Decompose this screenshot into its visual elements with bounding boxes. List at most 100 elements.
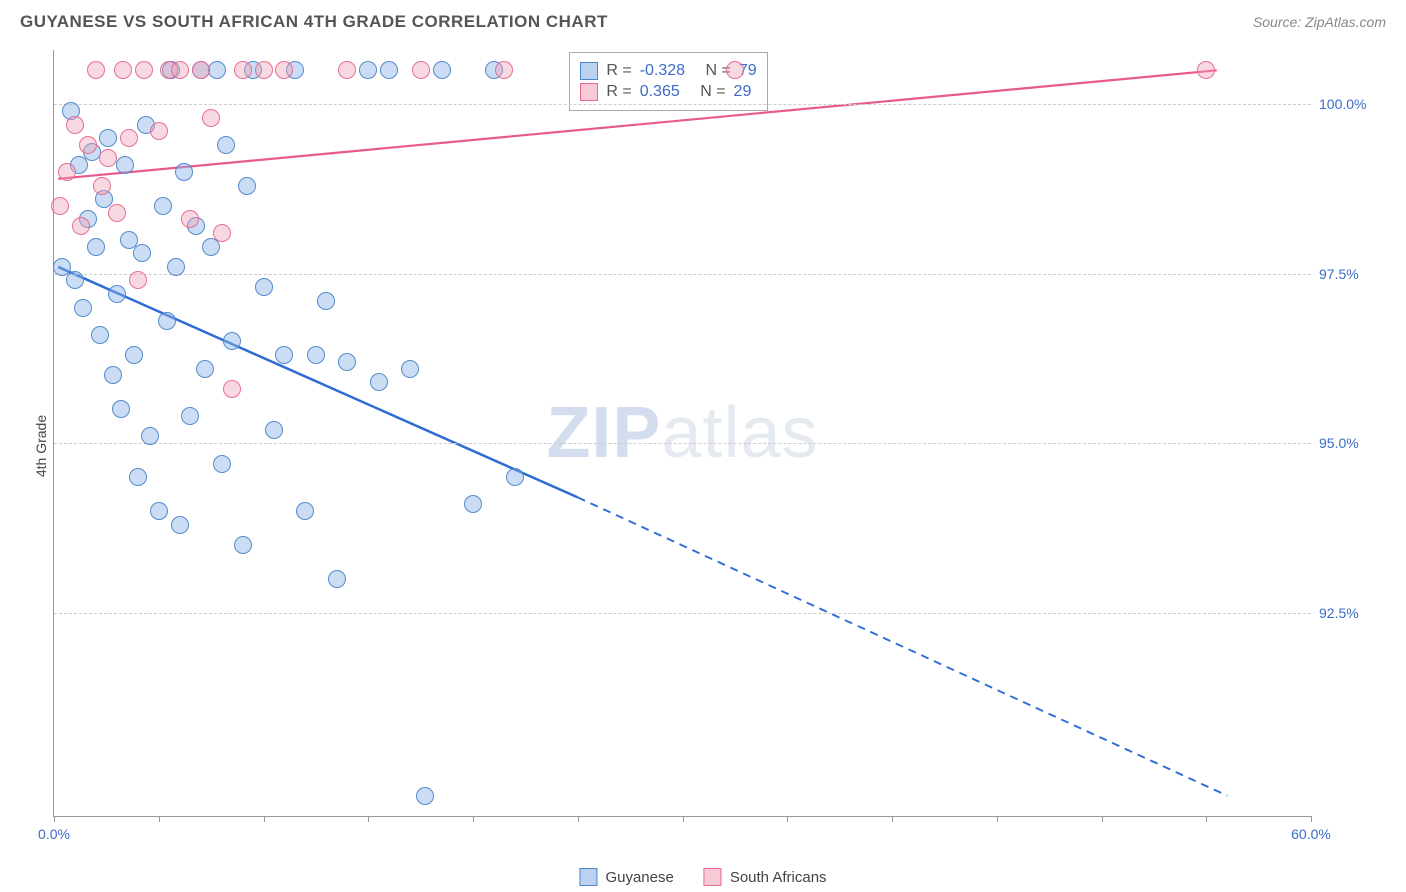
scatter-point bbox=[79, 136, 97, 154]
scatter-point bbox=[181, 210, 199, 228]
scatter-point bbox=[104, 366, 122, 384]
scatter-point bbox=[275, 61, 293, 79]
swatch-blue-icon bbox=[580, 62, 598, 80]
scatter-point bbox=[255, 61, 273, 79]
chart-header: GUYANESE VS SOUTH AFRICAN 4TH GRADE CORR… bbox=[0, 0, 1406, 40]
x-tick bbox=[787, 816, 788, 822]
scatter-point bbox=[171, 61, 189, 79]
scatter-point bbox=[238, 177, 256, 195]
x-tick bbox=[473, 816, 474, 822]
x-tick bbox=[54, 816, 55, 822]
scatter-point bbox=[433, 61, 451, 79]
scatter-point bbox=[58, 163, 76, 181]
scatter-point bbox=[87, 238, 105, 256]
scatter-point bbox=[133, 244, 151, 262]
chart-title: GUYANESE VS SOUTH AFRICAN 4TH GRADE CORR… bbox=[20, 12, 608, 32]
watermark-zip: ZIP bbox=[546, 393, 661, 473]
x-tick-label: 60.0% bbox=[1291, 826, 1331, 842]
y-tick-label: 100.0% bbox=[1319, 96, 1379, 112]
scatter-point bbox=[234, 536, 252, 554]
scatter-point bbox=[171, 516, 189, 534]
scatter-point bbox=[167, 258, 185, 276]
scatter-point bbox=[66, 271, 84, 289]
y-tick-label: 97.5% bbox=[1319, 266, 1379, 282]
scatter-point bbox=[307, 346, 325, 364]
scatter-point bbox=[296, 502, 314, 520]
scatter-point bbox=[72, 217, 90, 235]
scatter-point bbox=[223, 380, 241, 398]
scatter-point bbox=[255, 278, 273, 296]
scatter-point bbox=[213, 224, 231, 242]
r-label: R = bbox=[606, 62, 631, 80]
scatter-point bbox=[265, 421, 283, 439]
scatter-point bbox=[181, 407, 199, 425]
scatter-point bbox=[416, 787, 434, 805]
scatter-point bbox=[192, 61, 210, 79]
r-value-southafrican: 0.365 bbox=[640, 83, 680, 101]
r-label: R = bbox=[606, 83, 631, 101]
stats-row-southafrican: R = 0.365 N = 29 bbox=[580, 83, 756, 101]
scatter-point bbox=[495, 61, 513, 79]
x-tick bbox=[159, 816, 160, 822]
gridline-h bbox=[54, 274, 1311, 275]
scatter-point bbox=[412, 61, 430, 79]
y-tick-label: 92.5% bbox=[1319, 605, 1379, 621]
y-tick-label: 95.0% bbox=[1319, 435, 1379, 451]
scatter-point bbox=[158, 312, 176, 330]
x-tick bbox=[1102, 816, 1103, 822]
gridline-h bbox=[54, 104, 1311, 105]
scatter-point bbox=[66, 116, 84, 134]
scatter-point bbox=[93, 177, 111, 195]
scatter-point bbox=[175, 163, 193, 181]
trend-lines-layer bbox=[54, 50, 1311, 816]
x-tick bbox=[997, 816, 998, 822]
scatter-point bbox=[338, 353, 356, 371]
x-tick bbox=[1206, 816, 1207, 822]
scatter-point bbox=[87, 61, 105, 79]
scatter-point bbox=[370, 373, 388, 391]
gridline-h bbox=[54, 613, 1311, 614]
scatter-point bbox=[99, 129, 117, 147]
scatter-point bbox=[506, 468, 524, 486]
scatter-point bbox=[120, 129, 138, 147]
swatch-blue-icon bbox=[579, 868, 597, 886]
scatter-point bbox=[108, 204, 126, 222]
scatter-point bbox=[328, 570, 346, 588]
scatter-point bbox=[202, 109, 220, 127]
chart-area: ZIPatlas R = -0.328 N = 79 R = 0.365 N =… bbox=[45, 50, 1386, 842]
n-value-southafrican: 29 bbox=[734, 83, 752, 101]
scatter-point bbox=[726, 61, 744, 79]
scatter-point bbox=[359, 61, 377, 79]
scatter-point bbox=[1197, 61, 1215, 79]
x-tick bbox=[368, 816, 369, 822]
scatter-point bbox=[380, 61, 398, 79]
scatter-point bbox=[213, 455, 231, 473]
n-label: N = bbox=[700, 83, 725, 101]
gridline-h bbox=[54, 443, 1311, 444]
x-tick bbox=[892, 816, 893, 822]
scatter-point bbox=[338, 61, 356, 79]
scatter-point bbox=[125, 346, 143, 364]
correlation-stats-box: R = -0.328 N = 79 R = 0.365 N = 29 bbox=[569, 52, 767, 111]
scatter-point bbox=[464, 495, 482, 513]
x-tick bbox=[578, 816, 579, 822]
scatter-point bbox=[223, 332, 241, 350]
scatter-point bbox=[74, 299, 92, 317]
x-tick bbox=[1311, 816, 1312, 822]
scatter-point bbox=[275, 346, 293, 364]
scatter-point bbox=[129, 468, 147, 486]
scatter-point bbox=[196, 360, 214, 378]
x-tick bbox=[264, 816, 265, 822]
legend-item-southafrican: South Africans bbox=[704, 868, 827, 886]
legend: Guyanese South Africans bbox=[579, 868, 826, 886]
scatter-point bbox=[129, 271, 147, 289]
x-tick-label: 0.0% bbox=[38, 826, 70, 842]
scatter-point bbox=[150, 122, 168, 140]
scatter-point bbox=[154, 197, 172, 215]
scatter-point bbox=[51, 197, 69, 215]
scatter-point bbox=[114, 61, 132, 79]
scatter-point bbox=[217, 136, 235, 154]
watermark-atlas: atlas bbox=[661, 393, 818, 473]
scatter-point bbox=[112, 400, 130, 418]
source-label: Source: ZipAtlas.com bbox=[1253, 14, 1386, 30]
